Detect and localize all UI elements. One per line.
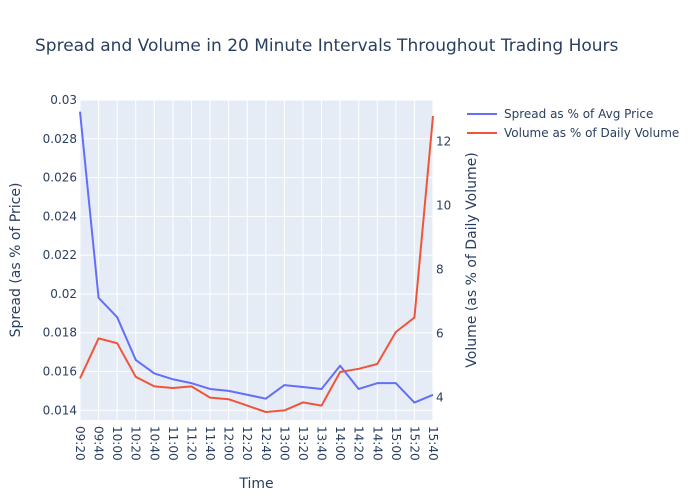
x-tick-label: 11:40 <box>203 426 217 461</box>
y-tick-label: 0.02 <box>50 287 77 301</box>
x-tick-label: 15:40 <box>426 426 440 461</box>
y2-tick-label: 4 <box>436 391 444 405</box>
legend-item-2[interactable]: Volume as % of Daily Volume <box>467 126 679 140</box>
y2-tick-label: 10 <box>436 199 451 213</box>
y-tick-label: 0.016 <box>43 365 77 379</box>
legend[interactable]: Spread as % of Avg Price Volume as % of D… <box>467 107 679 140</box>
y-tick-label: 0.028 <box>43 132 77 146</box>
y-tick-label: 0.014 <box>43 403 77 417</box>
chart-title: Spread and Volume in 20 Minute Intervals… <box>35 36 619 56</box>
x-tick-label: 12:00 <box>222 426 236 461</box>
y2-tick-label: 6 <box>436 327 444 341</box>
x-tick-label: 11:00 <box>166 426 180 461</box>
series-line-1 <box>79 111 434 404</box>
axis-layer: 09:20 09:40 10:00 10:20 10:40 11:00 11:20 11:40… <box>43 93 452 461</box>
x-tick-label: 15:00 <box>389 426 403 461</box>
x-tick-label: 10:40 <box>147 426 161 461</box>
line-layer <box>79 111 434 413</box>
x-tick-label: 09:20 <box>73 426 87 461</box>
series-line-2 <box>79 115 434 413</box>
y2-tick-label: 12 <box>436 135 451 149</box>
x-tick-label: 12:20 <box>240 426 254 461</box>
x-tick-label: 11:20 <box>184 426 198 461</box>
y-tick-label: 0.024 <box>43 209 77 223</box>
x-tick-label: 14:20 <box>352 426 366 461</box>
x-tick-label: 13:40 <box>315 426 329 461</box>
y-tick-label: 0.022 <box>43 248 77 262</box>
y2-tick-label: 8 <box>436 263 444 277</box>
legend-label: Volume as % of Daily Volume <box>504 126 679 140</box>
x-tick-label: 09:40 <box>92 426 106 461</box>
x-tick-label: 14:00 <box>333 426 347 461</box>
x-tick-label: 14:40 <box>370 426 384 461</box>
y-tick-label: 0.026 <box>43 171 77 185</box>
x-tick-label: 10:20 <box>129 426 143 461</box>
y-tick-label: 0.03 <box>50 93 77 107</box>
y2-axis-title: Volume (as % of Daily Volume) <box>464 152 480 367</box>
legend-label: Spread as % of Avg Price <box>504 107 653 121</box>
y-axis-title: Spread (as % of Price) <box>8 183 24 338</box>
x-tick-label: 13:00 <box>277 426 291 461</box>
x-tick-label: 10:00 <box>110 426 124 461</box>
x-tick-label: 13:20 <box>296 426 310 461</box>
grid-layer <box>79 99 434 420</box>
x-tick-label: 12:40 <box>259 426 273 461</box>
x-tick-label: 15:20 <box>407 426 421 461</box>
plot-background <box>80 100 433 420</box>
y-tick-label: 0.018 <box>43 326 77 340</box>
legend-item-1[interactable]: Spread as % of Avg Price <box>467 107 653 121</box>
x-axis-title: Time <box>238 476 273 492</box>
